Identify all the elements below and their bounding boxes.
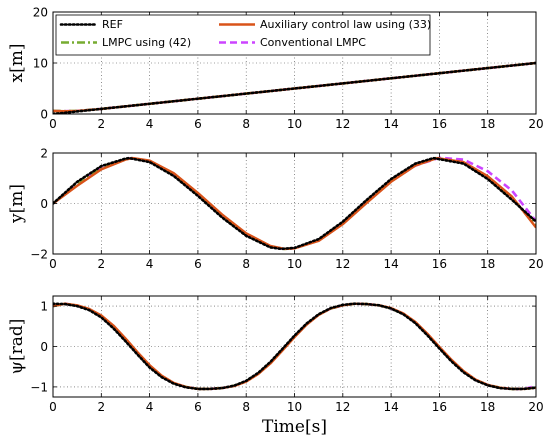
x-tick-label: 8 xyxy=(242,400,250,414)
y-tick-label: 10 xyxy=(33,57,48,71)
y-tick-label: 1 xyxy=(40,300,48,314)
x-tick-label: 14 xyxy=(383,400,398,414)
y-tick-label: 0 xyxy=(40,108,48,122)
legend-label-lmpc-using-42: LMPC using (42) xyxy=(102,36,191,49)
x-tick-label: 14 xyxy=(383,257,398,271)
series-ref xyxy=(53,156,536,251)
x-tick-label: 4 xyxy=(146,400,154,414)
series-ref xyxy=(53,61,536,114)
y-tick-label: 0 xyxy=(40,197,48,211)
x-tick-label: 6 xyxy=(194,117,202,131)
x-tick-label: 2 xyxy=(97,117,105,131)
x-tick-label: 2 xyxy=(97,400,105,414)
x-tick-label: 12 xyxy=(335,257,350,271)
x-tick-label: 4 xyxy=(146,117,154,131)
x-tick-label: 12 xyxy=(335,400,350,414)
y-tick-label: 2 xyxy=(40,147,48,161)
x-tick-label: 8 xyxy=(242,117,250,131)
y-tick-label: 20 xyxy=(33,6,48,20)
legend-label-conventional-lmpc: Conventional LMPC xyxy=(260,36,366,49)
x-tick-label: 6 xyxy=(194,400,202,414)
x-tick-label: 20 xyxy=(528,257,543,271)
x-tick-label: 16 xyxy=(432,257,447,271)
y-tick-label: −2 xyxy=(30,248,48,262)
legend-label-auxiliary-control-law-using-33: Auxiliary control law using (33) xyxy=(260,18,431,31)
x-tick-label: 2 xyxy=(97,257,105,271)
y-axis-label: y[m] xyxy=(7,184,27,224)
x-tick-label: 18 xyxy=(480,257,495,271)
y-tick-label: −1 xyxy=(30,380,48,394)
x-tick-label: 8 xyxy=(242,257,250,271)
series-ref xyxy=(53,302,536,391)
x-tick-label: 16 xyxy=(432,400,447,414)
x-tick-label: 0 xyxy=(49,400,57,414)
x-tick-label: 18 xyxy=(480,117,495,131)
legend-box xyxy=(55,14,431,56)
y-axis-label: ψ[rad] xyxy=(7,319,27,375)
x-tick-label: 0 xyxy=(49,257,57,271)
y-tick-label: 0 xyxy=(40,340,48,354)
x-tick-label: 0 xyxy=(49,117,57,131)
legend-label-ref: REF xyxy=(102,18,123,31)
x-tick-label: 10 xyxy=(287,400,302,414)
x-tick-label: 6 xyxy=(194,257,202,271)
x-tick-label: 20 xyxy=(528,400,543,414)
x-tick-label: 12 xyxy=(335,117,350,131)
x-axis-label: Time[s] xyxy=(262,417,327,437)
x-tick-label: 20 xyxy=(528,117,543,131)
y-axis-label: x[m] xyxy=(7,44,27,83)
x-tick-label: 18 xyxy=(480,400,495,414)
legend: REF Auxiliary control law using (33) LMPC … xyxy=(55,14,431,56)
x-tick-label: 14 xyxy=(383,117,398,131)
x-tick-label: 4 xyxy=(146,257,154,271)
x-tick-label: 10 xyxy=(287,257,302,271)
x-tick-label: 10 xyxy=(287,117,302,131)
x-tick-label: 16 xyxy=(432,117,447,131)
